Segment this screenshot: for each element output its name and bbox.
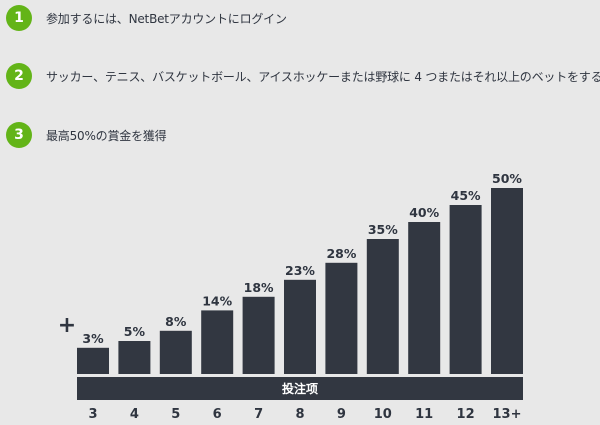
step-1-badge: 1 <box>6 5 32 31</box>
step-2-badge: 2 <box>6 63 32 89</box>
x-tick-8: 8 <box>295 407 304 422</box>
x-tick-11: 11 <box>415 407 433 422</box>
x-tick-13+: 13+ <box>493 407 522 422</box>
value-label-3: 3% <box>82 331 104 346</box>
x-tick-10: 10 <box>374 407 392 422</box>
bar-4 <box>118 341 151 374</box>
x-tick-3: 3 <box>88 407 97 422</box>
value-label-8: 23% <box>285 263 315 278</box>
step-3-badge: 3 <box>6 122 32 148</box>
value-label-11: 40% <box>409 205 439 220</box>
x-tick-5: 5 <box>171 407 180 422</box>
x-axis-label: 投注项 <box>282 381 318 396</box>
bar-6 <box>201 310 234 374</box>
x-tick-6: 6 <box>213 407 222 422</box>
step-2: 2 サッカー、テニス、バスケットボール、アイスホッケーまたは野球に 4 つまたは… <box>6 63 600 89</box>
bar-13+ <box>491 188 523 374</box>
value-label-12: 45% <box>451 188 481 203</box>
value-label-5: 8% <box>165 314 187 329</box>
x-tick-9: 9 <box>337 407 346 422</box>
step-3: 3 最高50%の賞金を獲得 <box>6 122 167 148</box>
bar-3 <box>77 347 109 374</box>
value-label-7: 18% <box>244 280 274 295</box>
step-2-text: サッカー、テニス、バスケットボール、アイスホッケーまたは野球に 4 つまたはそれ… <box>46 69 600 84</box>
bar-8 <box>284 279 316 374</box>
value-label-4: 5% <box>124 324 146 339</box>
value-label-9: 28% <box>326 246 356 261</box>
bar-10 <box>366 239 399 374</box>
plus-symbol: + <box>58 313 76 338</box>
step-1: 1 参加するには、NetBetアカウントにログイン <box>6 5 287 31</box>
step-3-text: 最高50%の賞金を獲得 <box>46 128 167 143</box>
step-1-text: 参加するには、NetBetアカウントにログイン <box>46 11 287 26</box>
bar-12 <box>449 205 482 374</box>
bar-5 <box>159 330 192 374</box>
value-label-10: 35% <box>368 222 398 237</box>
x-tick-12: 12 <box>457 407 475 422</box>
value-label-6: 14% <box>202 293 232 308</box>
x-tick-4: 4 <box>130 407 139 422</box>
value-label-13+: 50% <box>492 171 522 186</box>
bar-11 <box>408 222 441 374</box>
x-tick-7: 7 <box>254 407 263 422</box>
x-axis-banner <box>77 377 523 400</box>
bar-7 <box>242 296 275 374</box>
bar-9 <box>325 262 358 374</box>
